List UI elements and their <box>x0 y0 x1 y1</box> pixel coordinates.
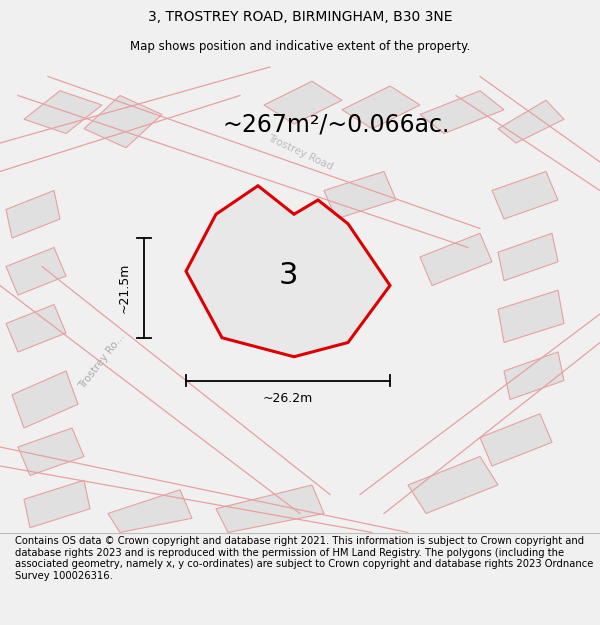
Text: Map shows position and indicative extent of the property.: Map shows position and indicative extent… <box>130 40 470 53</box>
Polygon shape <box>12 371 78 428</box>
Polygon shape <box>6 248 66 295</box>
Text: ~26.2m: ~26.2m <box>263 392 313 406</box>
Text: 3, TROSTREY ROAD, BIRMINGHAM, B30 3NE: 3, TROSTREY ROAD, BIRMINGHAM, B30 3NE <box>148 11 452 24</box>
Text: Trostrey Road: Trostrey Road <box>266 133 334 172</box>
Text: Contains OS data © Crown copyright and database right 2021. This information is : Contains OS data © Crown copyright and d… <box>15 536 593 581</box>
Polygon shape <box>6 191 60 238</box>
Polygon shape <box>498 290 564 342</box>
Polygon shape <box>498 100 564 143</box>
Text: ~21.5m: ~21.5m <box>118 262 131 313</box>
Polygon shape <box>264 81 342 124</box>
Polygon shape <box>480 414 552 466</box>
Polygon shape <box>408 456 498 514</box>
Polygon shape <box>324 171 396 219</box>
Polygon shape <box>216 485 324 532</box>
Polygon shape <box>420 233 492 286</box>
Text: 3: 3 <box>278 261 298 291</box>
Polygon shape <box>24 480 90 528</box>
Text: Trostrey Ro...: Trostrey Ro... <box>77 332 127 391</box>
Polygon shape <box>24 91 102 134</box>
Polygon shape <box>18 428 84 476</box>
Polygon shape <box>108 490 192 532</box>
Polygon shape <box>342 86 420 129</box>
Polygon shape <box>492 171 558 219</box>
Polygon shape <box>186 186 390 357</box>
Polygon shape <box>504 352 564 399</box>
Text: ~267m²/~0.066ac.: ~267m²/~0.066ac. <box>223 112 449 136</box>
Polygon shape <box>498 233 558 281</box>
Polygon shape <box>84 96 162 148</box>
Polygon shape <box>420 91 504 134</box>
Polygon shape <box>6 304 66 352</box>
